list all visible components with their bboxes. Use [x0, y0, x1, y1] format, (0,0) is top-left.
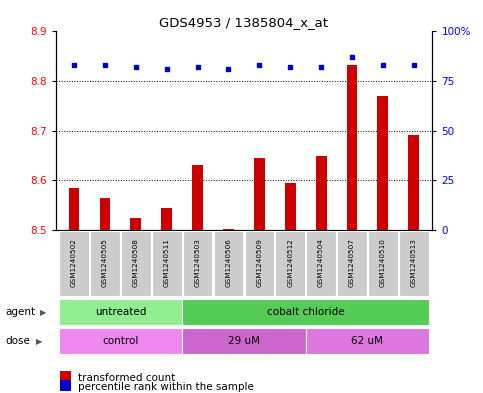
- Bar: [306, 231, 336, 296]
- Text: GSM1240513: GSM1240513: [411, 238, 417, 287]
- Bar: [121, 231, 151, 296]
- Text: percentile rank within the sample: percentile rank within the sample: [78, 382, 254, 392]
- Bar: [223, 229, 234, 230]
- Bar: [130, 217, 141, 230]
- Text: ▶: ▶: [40, 308, 46, 316]
- Bar: [408, 135, 419, 230]
- Bar: [58, 328, 182, 354]
- Bar: [316, 156, 327, 230]
- Text: dose: dose: [6, 336, 31, 346]
- Bar: [161, 208, 172, 230]
- Bar: [58, 299, 182, 325]
- Text: GSM1240503: GSM1240503: [195, 238, 200, 287]
- Text: GSM1240506: GSM1240506: [226, 238, 231, 287]
- Bar: [182, 328, 306, 354]
- Bar: [99, 198, 110, 230]
- Text: agent: agent: [6, 307, 36, 317]
- Bar: [378, 96, 388, 230]
- Text: GSM1240511: GSM1240511: [164, 238, 170, 287]
- Text: 62 uM: 62 uM: [352, 336, 384, 346]
- Bar: [254, 158, 265, 230]
- Text: cobalt chloride: cobalt chloride: [267, 307, 344, 317]
- Bar: [60, 371, 71, 382]
- Bar: [399, 231, 428, 296]
- Bar: [183, 231, 213, 296]
- Text: ▶: ▶: [36, 337, 43, 345]
- Bar: [275, 231, 305, 296]
- Bar: [347, 65, 357, 230]
- Bar: [192, 165, 203, 230]
- Bar: [368, 231, 398, 296]
- Text: GSM1240509: GSM1240509: [256, 238, 262, 287]
- Text: GSM1240510: GSM1240510: [380, 238, 386, 287]
- Text: transformed count: transformed count: [78, 373, 175, 383]
- Bar: [59, 231, 89, 296]
- Bar: [337, 231, 367, 296]
- Bar: [306, 328, 429, 354]
- Text: GSM1240507: GSM1240507: [349, 238, 355, 287]
- Bar: [285, 183, 296, 230]
- Text: GSM1240504: GSM1240504: [318, 238, 324, 287]
- Text: GSM1240505: GSM1240505: [102, 238, 108, 287]
- Text: GSM1240502: GSM1240502: [71, 238, 77, 287]
- Title: GDS4953 / 1385804_x_at: GDS4953 / 1385804_x_at: [159, 16, 328, 29]
- Bar: [60, 380, 71, 391]
- Bar: [69, 188, 80, 230]
- Text: GSM1240512: GSM1240512: [287, 238, 293, 287]
- Text: control: control: [102, 336, 139, 346]
- Bar: [244, 231, 274, 296]
- Text: GSM1240508: GSM1240508: [133, 238, 139, 287]
- Bar: [152, 231, 182, 296]
- Bar: [213, 231, 243, 296]
- Bar: [182, 299, 429, 325]
- Text: untreated: untreated: [95, 307, 146, 317]
- Bar: [90, 231, 120, 296]
- Text: 29 uM: 29 uM: [228, 336, 260, 346]
